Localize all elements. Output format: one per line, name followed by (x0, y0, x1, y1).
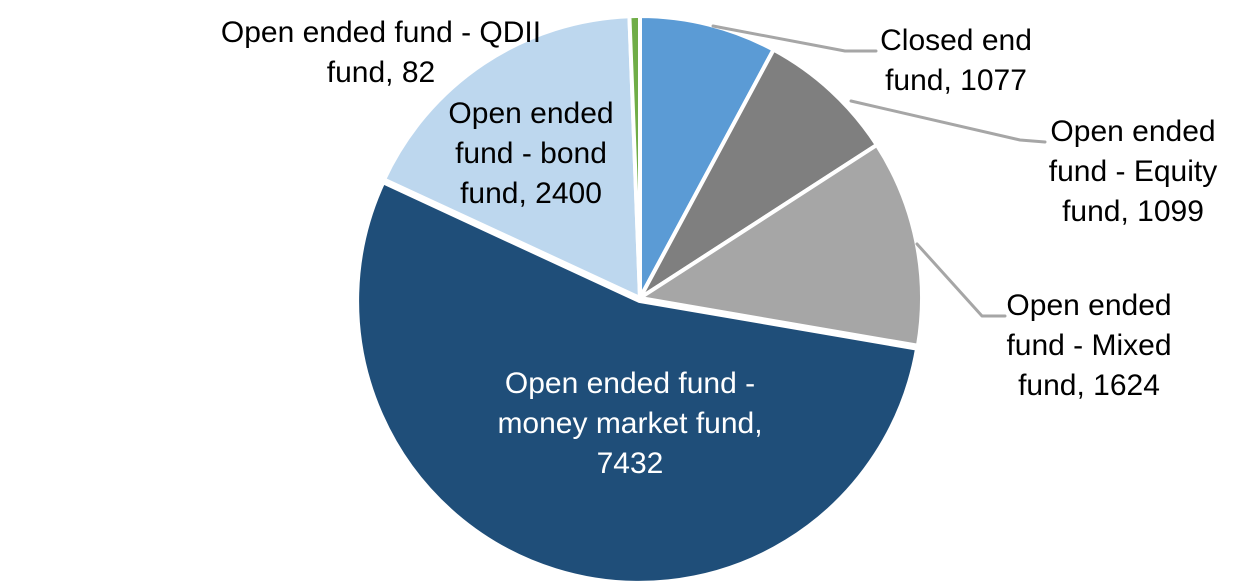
label-line: fund, 1624 (1018, 369, 1160, 402)
label-line: fund - Equity (1048, 155, 1218, 188)
label-line: fund - Mixed (1006, 329, 1172, 362)
label-line: fund - bond (455, 137, 607, 170)
pie-slices-group (355, 14, 924, 584)
leader-line-mixed-fund (915, 242, 1007, 318)
pie-slice-open-ended-money-market-fund (355, 180, 920, 584)
pie-slice-open-ended-equity-fund (638, 47, 879, 300)
pie-slice-closed-end-fund (638, 14, 776, 300)
label-closed-end-fund: Closed end fund, 1077 (880, 21, 1032, 101)
leader-line-equity-fund (849, 99, 1047, 144)
label-open-ended-qdii-fund: Open ended fund - QDII fund, 82 (221, 13, 541, 93)
pie-slice-open-ended-mixed-fund (638, 142, 924, 348)
label-line: Open ended (1006, 289, 1172, 322)
label-open-ended-equity-fund: Open ended fund - Equity fund, 1099 (1049, 112, 1217, 232)
pie-slice-open-ended-qdii-fund (627, 14, 642, 300)
label-open-ended-bond-fund: Open ended fund - bond fund, 2400 (448, 94, 613, 214)
leader-lines-group (711, 24, 1047, 318)
label-line: fund, 1077 (885, 64, 1027, 97)
label-line: Open ended fund - QDII (220, 16, 542, 49)
leader-line-closed-end-fund (711, 24, 878, 53)
label-line: Open ended fund - (504, 367, 756, 400)
pie-slice-open-ended-bond-fund (382, 14, 642, 300)
label-line: fund, 82 (326, 56, 436, 89)
label-open-ended-mixed-fund: Open ended fund - Mixed fund, 1624 (1006, 286, 1171, 406)
label-line: fund, 1099 (1062, 195, 1204, 228)
label-line: Closed end (880, 24, 1032, 57)
label-line: Open ended (1050, 115, 1216, 148)
label-line: 7432 (596, 447, 664, 480)
label-line: Open ended (448, 97, 614, 130)
label-line: money market fund, (497, 407, 763, 440)
label-open-ended-money-market-fund: Open ended fund - money market fund, 743… (497, 364, 762, 484)
label-line: fund, 2400 (460, 177, 602, 210)
